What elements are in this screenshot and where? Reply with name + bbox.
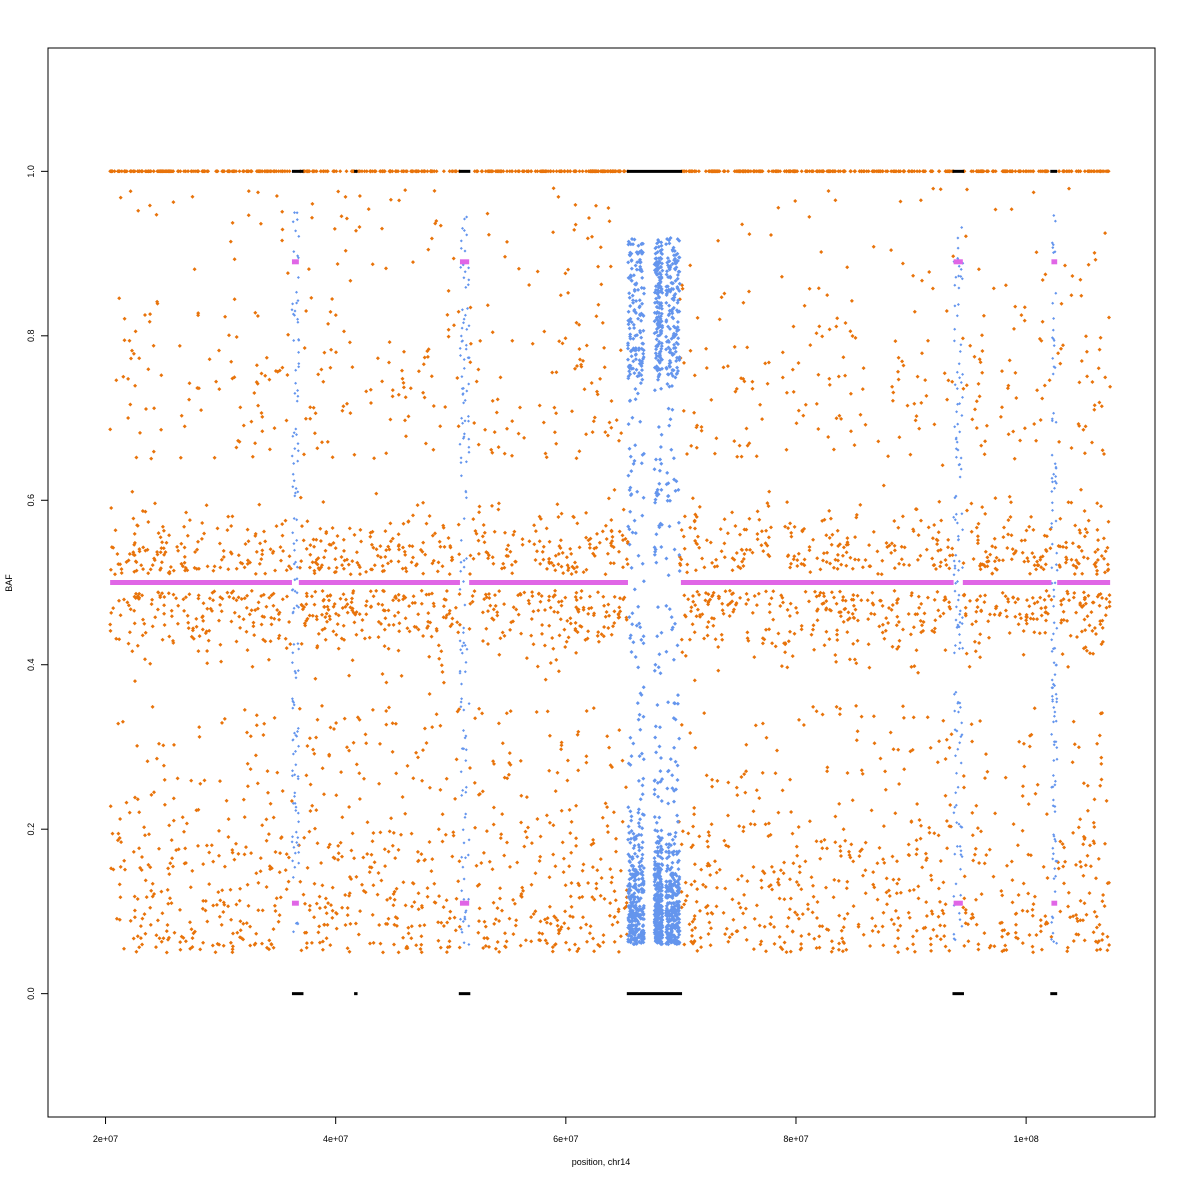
x-tick-label: 4e+07 bbox=[323, 1134, 348, 1144]
y-tick-label: 0.6 bbox=[26, 494, 36, 507]
het-top-points bbox=[108, 169, 1111, 174]
segment-lines bbox=[110, 259, 1111, 906]
x-tick-label: 6e+07 bbox=[553, 1134, 578, 1144]
y-axis: 0.0 0.2 0.4 0.6 0.8 1.0 bbox=[26, 165, 48, 1000]
y-tick-label: 0.8 bbox=[26, 330, 36, 343]
x-tick-label: 8e+07 bbox=[783, 1134, 808, 1144]
heterozygous-points bbox=[108, 169, 1113, 955]
lowq-column-points bbox=[626, 236, 682, 947]
homozygous-points bbox=[291, 169, 1058, 996]
x-axis: 2e+07 4e+07 6e+07 8e+07 1e+08 bbox=[93, 1116, 1039, 1144]
y-tick-label: 0.0 bbox=[26, 987, 36, 1000]
y-tick-label: 1.0 bbox=[26, 165, 36, 178]
y-tick-label: 0.4 bbox=[26, 658, 36, 671]
x-tick-label: 2e+07 bbox=[93, 1134, 118, 1144]
y-tick-label: 0.2 bbox=[26, 823, 36, 836]
y-axis-title: BAF bbox=[4, 574, 14, 592]
low-quality-points bbox=[290, 211, 1059, 947]
x-axis-title: position, chr14 bbox=[572, 1157, 631, 1167]
x-tick-label: 1e+08 bbox=[1013, 1134, 1038, 1144]
